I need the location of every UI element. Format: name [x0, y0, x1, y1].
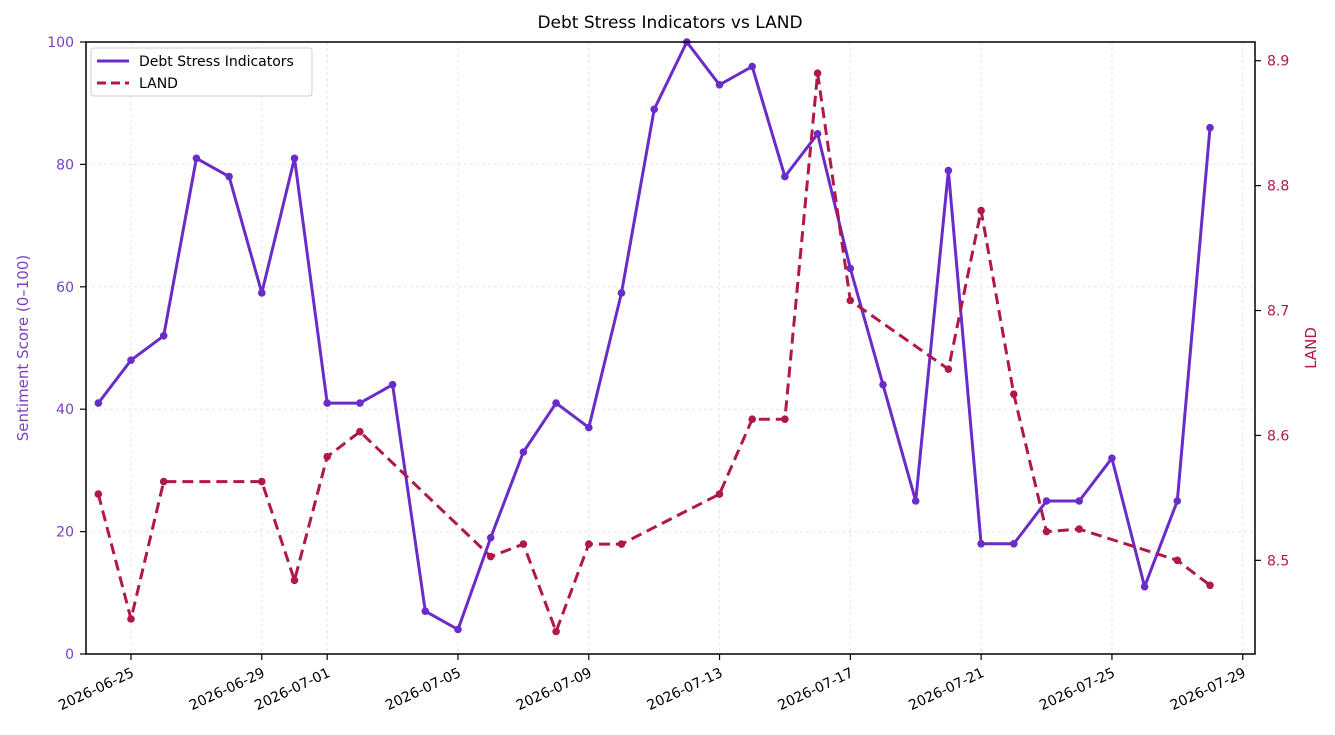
left-tick-label: 0	[65, 647, 74, 663]
data-point-debt-stress	[192, 154, 201, 163]
data-point-land	[127, 615, 135, 623]
data-point-land	[846, 296, 855, 305]
data-point-debt-stress	[944, 166, 953, 175]
data-point-land	[781, 415, 789, 424]
series-layer	[94, 38, 1214, 636]
data-point-debt-stress	[258, 289, 266, 297]
data-point-debt-stress	[911, 497, 920, 505]
right-axis-label: LAND	[1302, 327, 1320, 369]
chart-title: Debt Stress Indicators vs LAND	[537, 13, 802, 33]
data-point-debt-stress	[617, 289, 626, 297]
data-point-debt-stress	[552, 399, 560, 407]
right-tick-label: 8.9	[1267, 54, 1289, 70]
x-tick-label: 2026-07-01	[252, 665, 333, 714]
data-point-debt-stress	[519, 448, 528, 456]
data-point-debt-stress	[650, 105, 658, 114]
data-point-debt-stress	[1108, 454, 1116, 463]
data-point-debt-stress	[1042, 497, 1051, 505]
legend: Debt Stress Indicators LAND	[90, 47, 313, 97]
right-axis: 8.5 8.6 8.7 8.8 8.9	[1255, 54, 1289, 569]
data-point-debt-stress	[846, 264, 855, 273]
data-point-land	[617, 540, 626, 548]
data-point-debt-stress	[977, 540, 985, 548]
data-point-debt-stress	[323, 399, 332, 407]
data-point-debt-stress	[1140, 582, 1149, 591]
series-line-land	[96, 71, 1211, 633]
data-point-debt-stress	[290, 154, 299, 163]
data-point-land	[159, 477, 168, 486]
data-point-debt-stress	[356, 399, 364, 407]
data-point-debt-stress	[421, 607, 430, 615]
data-point-land	[323, 452, 332, 461]
data-point-land	[1206, 581, 1214, 590]
data-point-debt-stress	[1010, 540, 1018, 548]
x-tick-label: 2026-07-17	[776, 665, 857, 714]
data-point-debt-stress	[585, 423, 593, 432]
legend-label-land: LAND	[139, 76, 178, 92]
x-tick-label: 2026-06-25	[56, 665, 137, 714]
plot-frame	[85, 41, 1256, 655]
data-point-land	[94, 490, 103, 498]
data-point-debt-stress	[127, 356, 135, 365]
data-point-land	[1075, 525, 1083, 533]
data-point-land	[258, 477, 266, 486]
data-point-land	[977, 206, 985, 215]
left-axis-label: Sentiment Score (0–100)	[14, 255, 32, 441]
data-point-debt-stress	[486, 533, 495, 542]
grid	[86, 41, 1255, 655]
data-point-debt-stress	[1206, 123, 1214, 132]
left-tick-label: 20	[56, 525, 74, 541]
data-point-debt-stress	[1173, 497, 1182, 505]
right-tick-label: 8.6	[1267, 428, 1289, 444]
data-point-land	[290, 576, 299, 585]
data-point-land	[748, 415, 756, 424]
data-point-land	[1042, 527, 1051, 536]
right-tick-label: 8.8	[1267, 179, 1289, 195]
data-point-debt-stress	[879, 380, 887, 389]
x-tick-label: 2026-07-21	[906, 665, 987, 714]
data-point-debt-stress	[94, 399, 103, 407]
data-point-debt-stress	[159, 332, 168, 340]
data-point-debt-stress	[781, 172, 789, 181]
data-point-land	[715, 490, 724, 498]
data-point-land	[813, 69, 822, 77]
data-point-debt-stress	[388, 380, 397, 389]
data-point-land	[356, 427, 364, 436]
data-point-debt-stress	[1075, 497, 1083, 505]
data-point-debt-stress	[715, 81, 724, 89]
data-point-land	[486, 552, 495, 561]
data-point-debt-stress	[454, 625, 462, 634]
legend-box	[90, 47, 313, 97]
data-point-land	[944, 365, 953, 374]
data-point-debt-stress	[813, 130, 822, 138]
x-tick-label: 2026-07-09	[514, 665, 595, 714]
legend-label-debt-stress: Debt Stress Indicators	[139, 54, 294, 70]
data-point-land	[585, 540, 593, 548]
x-tick-label: 2026-07-29	[1168, 665, 1249, 714]
x-tick-label: 2026-07-13	[645, 665, 726, 714]
right-tick-label: 8.7	[1267, 304, 1289, 320]
data-point-land	[519, 540, 528, 548]
left-axis: 0 20 40 60 80 100	[47, 35, 86, 663]
left-tick-label: 80	[56, 157, 74, 173]
data-point-land	[1173, 556, 1182, 565]
left-tick-label: 100	[47, 35, 74, 51]
x-tick-label: 2026-07-25	[1037, 665, 1118, 714]
data-point-land	[1010, 390, 1018, 399]
series-line-debt-stress	[97, 40, 1212, 631]
data-point-debt-stress	[225, 172, 233, 181]
left-tick-label: 40	[56, 402, 74, 418]
data-point-land	[552, 627, 560, 636]
right-tick-label: 8.5	[1267, 553, 1289, 569]
data-point-debt-stress	[748, 62, 756, 71]
left-tick-label: 60	[56, 280, 74, 296]
x-tick-label: 2026-07-05	[383, 665, 464, 714]
